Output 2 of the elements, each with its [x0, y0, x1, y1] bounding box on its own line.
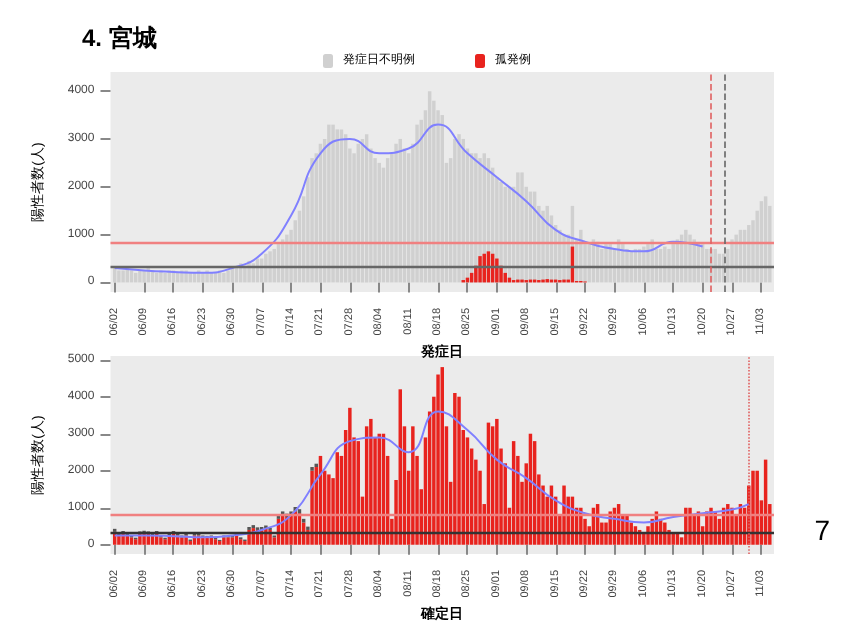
chart-title: 4. 宮城	[82, 24, 157, 52]
text: 7	[814, 514, 831, 546]
